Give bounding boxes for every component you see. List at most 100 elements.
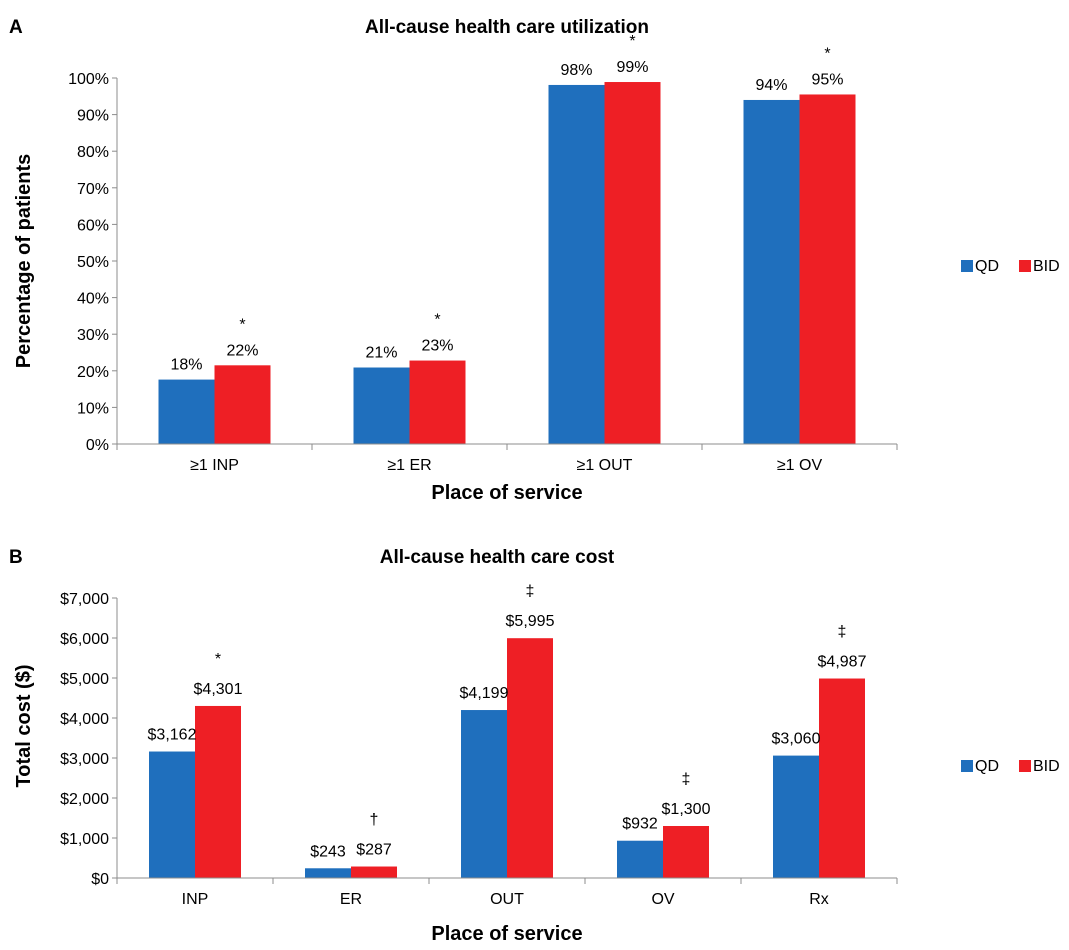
panel-b-x-tick-label: Rx — [809, 891, 829, 908]
panel-b-significance-mark: * — [215, 651, 221, 668]
panel-b-legend: QD BID — [961, 758, 1060, 775]
panel-b-value-label-qd: $243 — [310, 843, 346, 860]
panel-a-value-label-bid: 22% — [226, 342, 258, 359]
panel-a-y-tick-label: 70% — [77, 181, 109, 198]
panel-a-bar-bid — [409, 360, 466, 444]
panel-b-x-tick-label: ER — [340, 891, 362, 908]
panel-a-bar-qd — [158, 379, 215, 444]
panel-a-y-ticks: 0% 10% 20% 30% 40% 50% 60% 70% 80% 90% 100% — [68, 71, 109, 454]
panel-a: A All-cause health care utilization Perc… — [9, 17, 1060, 504]
panel-a-significance-mark: * — [434, 312, 440, 329]
panel-a-x-tick-label: ≥1 OUT — [577, 457, 633, 474]
panel-b-value-label-qd: $3,060 — [772, 731, 821, 748]
panel-b-x-tick-label: INP — [182, 891, 209, 908]
panel-a-value-label-bid: 99% — [616, 59, 648, 76]
panel-a-legend-label-bid: BID — [1033, 258, 1060, 275]
panel-a-bars — [158, 82, 856, 445]
panel-b-value-label-bid: $287 — [356, 842, 392, 859]
panel-b-y-tick-label: $7,000 — [60, 591, 109, 608]
panel-a-title: All-cause health care utilization — [365, 17, 649, 38]
panel-a-x-tick-label: ≥1 INP — [190, 457, 239, 474]
panel-a-letter: A — [9, 17, 23, 38]
panel-b-legend-label-qd: QD — [975, 758, 999, 775]
panel-b-x-axis-title: Place of service — [431, 923, 582, 945]
panel-b-value-label-bid: $1,300 — [662, 801, 711, 818]
panel-b-bar-bid — [507, 638, 553, 878]
panel-b-bar-qd — [773, 755, 819, 878]
panel-b-significance-mark: ‡ — [682, 771, 691, 788]
panel-a-legend: QD BID — [961, 258, 1060, 275]
panel-b-value-label-bid: $4,301 — [194, 681, 243, 698]
panel-b-title: All-cause health care cost — [380, 547, 615, 568]
panel-a-y-tick-label: 100% — [68, 71, 109, 88]
panel-a-significance-mark: * — [629, 33, 635, 50]
panel-b-significance-mark: ‡ — [526, 583, 535, 600]
panel-b-significance-mark: ‡ — [838, 624, 847, 641]
panel-b-bar-bid — [195, 705, 241, 878]
panel-a-y-tick-label: 10% — [77, 400, 109, 417]
panel-b-y-tick-label: $3,000 — [60, 751, 109, 768]
panel-b-y-ticks: $0 $1,000 $2,000 $3,000 $4,000 $5,000 $6,000 $7… — [60, 591, 109, 888]
panel-a-x-axis-title: Place of service — [431, 482, 582, 504]
panel-a-x-tick-label: ≥1 OV — [777, 457, 823, 474]
panel-a-y-tick-label: 20% — [77, 364, 109, 381]
panel-b-legend-swatch-bid — [1019, 760, 1031, 772]
panel-a-bar-bid — [214, 365, 271, 444]
panel-b-y-tick-label: $6,000 — [60, 631, 109, 648]
panel-b-x-ticks: INP ER OUT OV Rx — [182, 891, 829, 908]
panel-a-bar-qd — [548, 84, 605, 444]
panel-b-bar-bid — [819, 678, 865, 878]
panel-a-y-axis-title: Percentage of patients — [13, 154, 35, 369]
panel-b-axes — [112, 597, 898, 884]
panel-b-bar-qd — [461, 710, 507, 878]
panel-b-significance-mark: † — [370, 812, 379, 829]
panel-b-value-label-qd: $3,162 — [148, 727, 197, 744]
panel-b-letter: B — [9, 547, 23, 568]
panel-a-bar-bid — [604, 82, 661, 444]
panel-a-value-label-qd: 21% — [365, 345, 397, 362]
panel-b-bar-bid — [663, 826, 709, 878]
panel-a-x-ticks: ≥1 INP ≥1 ER ≥1 OUT ≥1 OV — [190, 457, 822, 474]
panel-a-x-tick-label: ≥1 ER — [387, 457, 431, 474]
panel-a-y-tick-label: 30% — [77, 327, 109, 344]
panel-a-value-label-bid: 95% — [811, 71, 843, 88]
panel-b-bars — [149, 638, 865, 878]
panel-a-significance-marks: * * * * — [239, 33, 830, 333]
panel-b-y-tick-label: $4,000 — [60, 711, 109, 728]
panel-a-y-tick-label: 90% — [77, 108, 109, 125]
panel-a-value-label-bid: 23% — [421, 338, 453, 355]
panel-a-bar-qd — [743, 99, 800, 445]
panel-b-legend-swatch-qd — [961, 760, 973, 772]
panel-a-y-tick-label: 50% — [77, 254, 109, 271]
panel-a-value-label-qd: 18% — [170, 357, 202, 374]
panel-b-legend-label-bid: BID — [1033, 758, 1060, 775]
panel-a-bar-qd — [353, 367, 410, 444]
panel-b-value-labels: $3,162 $4,301 $243 $287 $4,199 $5,995 $932$1,3… — [148, 613, 867, 860]
panel-a-value-labels: 18% 22% 21% 23% 98% 99% 94% 95% — [170, 59, 843, 374]
panel-b: B All-cause health care cost Total cost … — [9, 547, 1060, 945]
panel-b-value-label-qd: $4,199 — [460, 685, 509, 702]
panel-a-value-label-qd: 94% — [755, 77, 787, 94]
panel-a-legend-swatch-bid — [1019, 260, 1031, 272]
panel-b-y-tick-label: $0 — [91, 871, 109, 888]
panel-b-bar-qd — [305, 868, 351, 878]
panel-a-y-tick-label: 60% — [77, 217, 109, 234]
panel-b-bar-qd — [617, 840, 663, 878]
panel-b-x-tick-label: OV — [651, 891, 674, 908]
panel-b-significance-marks: * † ‡ ‡ ‡ — [215, 583, 847, 828]
panel-b-value-label-qd: $932 — [622, 816, 658, 833]
panel-a-axes — [112, 77, 898, 450]
panel-b-value-label-bid: $5,995 — [506, 613, 555, 630]
panel-a-y-tick-label: 40% — [77, 291, 109, 308]
panel-b-y-axis-title: Total cost ($) — [13, 665, 35, 788]
panel-b-y-tick-label: $2,000 — [60, 791, 109, 808]
panel-b-bar-bid — [351, 866, 397, 878]
panel-a-legend-label-qd: QD — [975, 258, 999, 275]
panel-a-y-tick-label: 80% — [77, 144, 109, 161]
panel-a-bar-bid — [799, 94, 856, 444]
panel-a-value-label-qd: 98% — [560, 62, 592, 79]
panel-a-significance-mark: * — [239, 316, 245, 333]
panel-b-value-label-bid: $4,987 — [818, 654, 867, 671]
panel-a-significance-mark: * — [824, 45, 830, 62]
